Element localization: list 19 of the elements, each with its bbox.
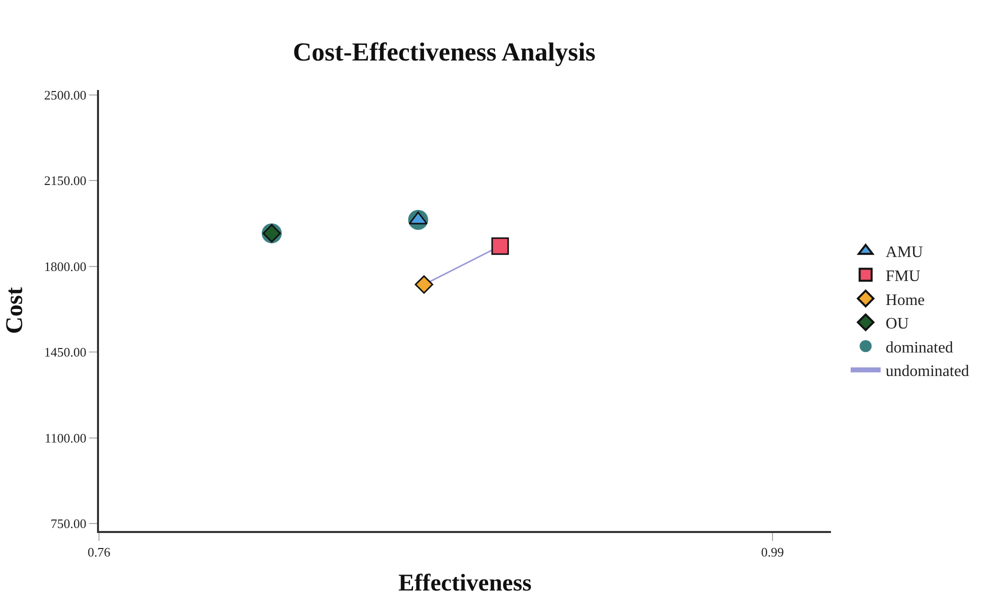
legend-label: Home xyxy=(886,292,925,309)
y-axis-title: Cost xyxy=(2,287,28,334)
legend-label: OU xyxy=(886,316,910,333)
legend-label: AMU xyxy=(886,244,924,262)
x-axis-title: Effectiveness xyxy=(398,570,532,596)
y-tick-label: 2500.00 xyxy=(44,87,86,102)
legend-label: FMU xyxy=(886,268,921,285)
chart-title: Cost-Effectiveness Analysis xyxy=(292,37,596,66)
legend-label: dominated xyxy=(886,339,954,356)
legend-label: undominated xyxy=(886,363,970,380)
y-tick-label: 1450.00 xyxy=(44,344,86,360)
y-tick-label: 1100.00 xyxy=(44,430,86,446)
point xyxy=(414,275,434,294)
x-tick-label: 0.99 xyxy=(761,544,784,560)
y-tick-label: 1800.00 xyxy=(44,258,86,274)
y-tick-label: 2150.00 xyxy=(44,173,86,188)
point xyxy=(491,237,509,255)
x-tick-label: 0.76 xyxy=(88,544,111,560)
y-tick-label: 750.00 xyxy=(50,516,86,532)
